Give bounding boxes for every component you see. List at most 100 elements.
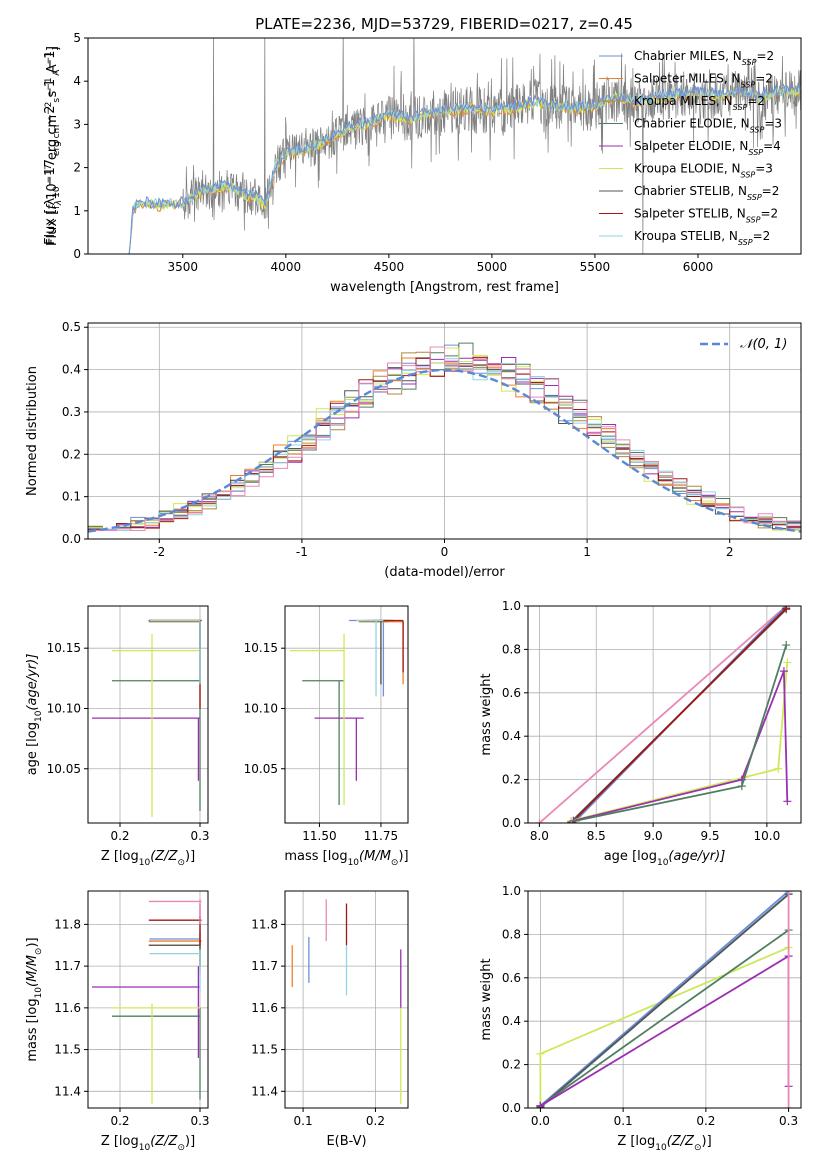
mass-weight-line xyxy=(573,670,789,822)
y-tick-label: 2 xyxy=(73,161,81,175)
x-axis-label-part: Z [log xyxy=(617,1134,655,1149)
y-tick-label: 1.0 xyxy=(502,599,521,613)
legend-label: Kroupa STELIB, NSSP=2 xyxy=(634,229,770,247)
axes-frame xyxy=(284,605,409,824)
x-axis-label-part: Z [log xyxy=(101,1134,139,1149)
y-axis-label-part: −17 xyxy=(44,164,54,183)
y-tick-label: 10.10 xyxy=(47,701,81,715)
x-axis-label-part: (Z/Z xyxy=(150,1134,178,1149)
y-axis-label-part: −17 xyxy=(43,159,58,186)
x-axis-label-part: 10 xyxy=(657,858,669,868)
x-axis-label-part: 10 xyxy=(139,1143,151,1153)
x-tick-label: 0.3 xyxy=(190,1114,209,1128)
mass-weight-marker xyxy=(783,658,792,667)
y-tick-label: 11.7 xyxy=(54,959,81,973)
y-axis-label-part: f xyxy=(45,203,60,210)
mass-weight-marker xyxy=(782,641,791,650)
x-axis-label-part: Z [log xyxy=(101,849,139,864)
y-axis-label-part: A xyxy=(52,69,62,79)
mass-weight-marker xyxy=(784,1104,793,1108)
y-axis-label-part: −1 xyxy=(44,77,54,90)
mass-weight-line xyxy=(539,954,790,1107)
mass-weight-marker xyxy=(737,782,746,791)
y-axis-label-part: erg cm xyxy=(52,125,62,159)
y-axis-label-part: 10 xyxy=(45,183,60,200)
y-tick-label: 11.8 xyxy=(54,917,81,931)
plot-area-mass-vs-ebv xyxy=(291,899,402,1104)
plot-area-mass-vs-Z xyxy=(92,899,202,1104)
x-tick-label: 0.1 xyxy=(294,1114,313,1128)
x-axis-label: Z [log10(Z/Z⊙)] xyxy=(101,1134,195,1153)
y-tick-label: 1 xyxy=(73,204,81,218)
x-tick-label: 6000 xyxy=(683,260,714,274)
x-axis-label-part: (M/M xyxy=(359,849,391,864)
y-tick-label: 1.0 xyxy=(502,884,521,898)
x-tick-label: 9.5 xyxy=(700,829,719,843)
y-axis-label-part: 10 xyxy=(52,186,62,198)
grid-mass-vs-Z xyxy=(88,891,208,1108)
axes-frame xyxy=(87,605,209,824)
y-tick-label: 0.0 xyxy=(62,532,81,546)
x-axis-label: Z [log10(Z/Z⊙)] xyxy=(617,1134,711,1153)
y-tick-label: 0.6 xyxy=(502,686,521,700)
legend-label: Chabrier ELODIE, NSSP=3 xyxy=(634,117,782,135)
x-tick-label: 0.2 xyxy=(110,1114,129,1128)
y-axis-label-part: −1 xyxy=(43,51,58,70)
x-tick-label: 0.3 xyxy=(779,1114,798,1128)
axes-spectrum: 3500 4000 4500 5000 5500 6000 0 1 2 3 4 5 wavelength… xyxy=(43,31,802,295)
x-axis-label-part: ⊙ xyxy=(391,858,399,868)
legend-label-part: =2 xyxy=(747,94,765,108)
mass-weight-marker xyxy=(536,1101,545,1108)
y-tick-label: 0.3 xyxy=(62,405,81,419)
x-tick-label: 11.75 xyxy=(364,829,398,843)
y-tick-label: 0.8 xyxy=(502,642,521,656)
mass-weight-line xyxy=(539,893,790,1108)
x-axis-label-part: 10 xyxy=(139,858,151,868)
legend-label-part: =3 xyxy=(755,162,773,176)
y-tick-label: 0.6 xyxy=(502,971,521,985)
y-tick-label: 10.15 xyxy=(244,641,278,655)
legend-label: Salpeter ELODIE, NSSP=4 xyxy=(634,139,781,157)
grid-age-vs-mass xyxy=(285,606,408,823)
axes-weight-vs-age: 8.0 8.5 9.0 9.5 10.0 0.0 0.2 0.4 0.6 0.8 1.0 age [l… xyxy=(479,599,802,868)
y-axis-label-part: 10 xyxy=(34,987,44,999)
normal-distribution-curve xyxy=(88,368,801,533)
legend-label-part: =2 xyxy=(755,72,773,86)
axes-frame xyxy=(87,37,802,255)
x-axis-label-part: (age/yr)] xyxy=(668,849,725,864)
mass-weight-marker xyxy=(783,797,792,806)
x-axis-label-part: 10 xyxy=(348,858,360,868)
mass-weight-marker xyxy=(536,1049,545,1058)
x-axis-label-part: )] xyxy=(185,1134,195,1149)
y-tick-label: 11.5 xyxy=(54,1043,81,1057)
x-tick-label: 8.0 xyxy=(530,829,549,843)
y-axis-label: Normed distribution xyxy=(25,366,40,496)
x-tick-label: 8.5 xyxy=(587,829,606,843)
y-axis-label: mass [log10(M/M⊙)] xyxy=(25,937,44,1061)
mass-weight-line xyxy=(572,607,787,822)
legend-label-part: SSP xyxy=(738,238,753,247)
y-tick-label: 0.0 xyxy=(502,1101,521,1115)
grid-age-vs-Z xyxy=(88,606,208,823)
mass-weight-line xyxy=(539,929,790,1107)
x-axis-label-part: mass [log xyxy=(284,849,347,864)
mass-weight-marker xyxy=(535,819,544,823)
y-tick-label: 5 xyxy=(73,31,81,45)
y-tick-label: 0.2 xyxy=(502,773,521,787)
legend-label-part: SSP xyxy=(746,215,761,224)
x-axis-label: E(B-V) xyxy=(326,1134,366,1149)
x-tick-label: -2 xyxy=(153,545,165,559)
y-axis-label: mass weight xyxy=(479,673,494,755)
y-axis-label-part: Flux [ xyxy=(43,209,58,245)
y-axis-label-part: −1 xyxy=(43,79,58,98)
mass-weight-marker xyxy=(779,667,788,676)
y-axis-label-part: ] xyxy=(52,47,62,51)
axes-mass-vs-ebv: 0.1 0.2 11.4 11.5 11.6 11.7 11.8 E(B-V) xyxy=(251,890,409,1149)
y-tick-label: 0.4 xyxy=(62,363,81,377)
y-axis-label-part: ⊙ xyxy=(34,948,44,956)
y-tick-label: 0.0 xyxy=(502,816,521,830)
legend-label-part: Kroupa MILES, N xyxy=(634,94,733,108)
x-tick-label: 0.1 xyxy=(614,1114,633,1128)
x-axis-label: (data-model)/error xyxy=(384,565,505,580)
